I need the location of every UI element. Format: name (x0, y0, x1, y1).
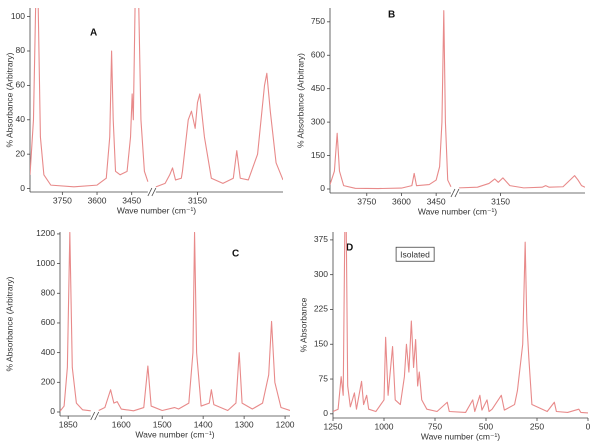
x-axis-label: Wave number (cm⁻¹) (421, 431, 500, 441)
spectrum-line (30, 8, 283, 188)
panel: 0 75 150 225 300 375 1250 1000 750 500 250 0 Wave nu… (298, 232, 591, 441)
y-tick-label: 600 (41, 317, 55, 327)
x-tick-label: 3450 (122, 195, 141, 205)
annotation-box (395, 246, 435, 262)
axis-break (147, 187, 153, 197)
y-tick-label: 225 (314, 304, 328, 314)
x-tick-label: 3750 (53, 195, 72, 205)
y-tick-label: 20 (16, 148, 26, 158)
x-tick-label: 1000 (375, 421, 394, 431)
x-tick-label: 3150 (188, 195, 207, 205)
y-tick-label: 0 (323, 408, 328, 418)
y-tick-label: 100 (11, 11, 25, 21)
x-tick-label: 1600 (112, 419, 131, 429)
y-axis-label: % Absorbance (298, 297, 308, 352)
y-tick-label: 400 (41, 347, 55, 357)
y-axis-label: % Absorbance (Arbitrary) (295, 53, 305, 148)
y-tick-label: 450 (311, 83, 325, 93)
axis-break (454, 188, 460, 198)
y-axis-label: % Absorbance (Arbitrary) (4, 276, 14, 371)
x-tick-label: 750 (428, 421, 442, 431)
axis-break (94, 411, 100, 421)
x-tick-label: 1850 (59, 419, 78, 429)
x-tick-label: 0 (586, 421, 591, 431)
y-tick-label: 300 (314, 269, 328, 279)
x-tick-label: 500 (479, 421, 493, 431)
y-tick-label: 300 (311, 116, 325, 126)
x-tick-label: 3600 (392, 196, 411, 206)
y-tick-label: 150 (311, 150, 325, 160)
y-tick-label: 1000 (36, 258, 55, 268)
x-tick-label: 1200 (276, 419, 295, 429)
panel-title: B (388, 10, 395, 21)
y-tick-label: 75 (319, 373, 329, 383)
panel-title: C (232, 249, 239, 260)
y-tick-label: 800 (41, 288, 55, 298)
y-tick-label: 0 (50, 406, 55, 416)
x-tick-label: 3450 (427, 196, 446, 206)
x-tick-label: 1400 (194, 419, 213, 429)
x-axis-label: Wave number (cm⁻¹) (117, 205, 196, 215)
y-tick-label: 150 (314, 338, 328, 348)
x-tick-label: 1300 (235, 419, 254, 429)
spectrum-line (333, 232, 588, 414)
axis-break (90, 411, 96, 421)
panel-title: A (90, 28, 97, 39)
x-tick-label: 1250 (324, 421, 343, 431)
x-tick-label: 1500 (153, 419, 172, 429)
y-tick-label: 1200 (36, 228, 55, 238)
x-tick-label: 3150 (491, 196, 510, 206)
x-tick-label: 3750 (357, 196, 376, 206)
panel: 0 200 400 600 800 1000 1200 1850 1600 1500 1400 130… (4, 228, 295, 439)
y-tick-label: 375 (314, 234, 328, 244)
x-axis-label: Wave number (cm⁻¹) (135, 429, 214, 439)
y-tick-label: 0 (320, 183, 325, 193)
x-tick-label: 250 (530, 421, 544, 431)
axis-break (151, 187, 157, 197)
y-tick-label: 60 (16, 80, 26, 90)
spectrum-line (60, 232, 290, 412)
x-tick-label: 3600 (88, 195, 107, 205)
y-axis-label: % Absorbance (Arbitrary) (4, 52, 14, 147)
y-tick-label: 200 (41, 377, 55, 387)
panel-title: D (346, 243, 353, 254)
axis-break (450, 188, 456, 198)
y-tick-label: 600 (311, 50, 325, 60)
x-axis-label: Wave number (cm⁻¹) (418, 206, 497, 216)
y-tick-label: 0 (20, 183, 25, 193)
annotation: Isolated (400, 249, 430, 259)
y-tick-label: 40 (16, 114, 26, 124)
y-tick-label: 750 (311, 16, 325, 26)
y-tick-label: 80 (16, 45, 26, 55)
spectrum-line (330, 10, 585, 190)
